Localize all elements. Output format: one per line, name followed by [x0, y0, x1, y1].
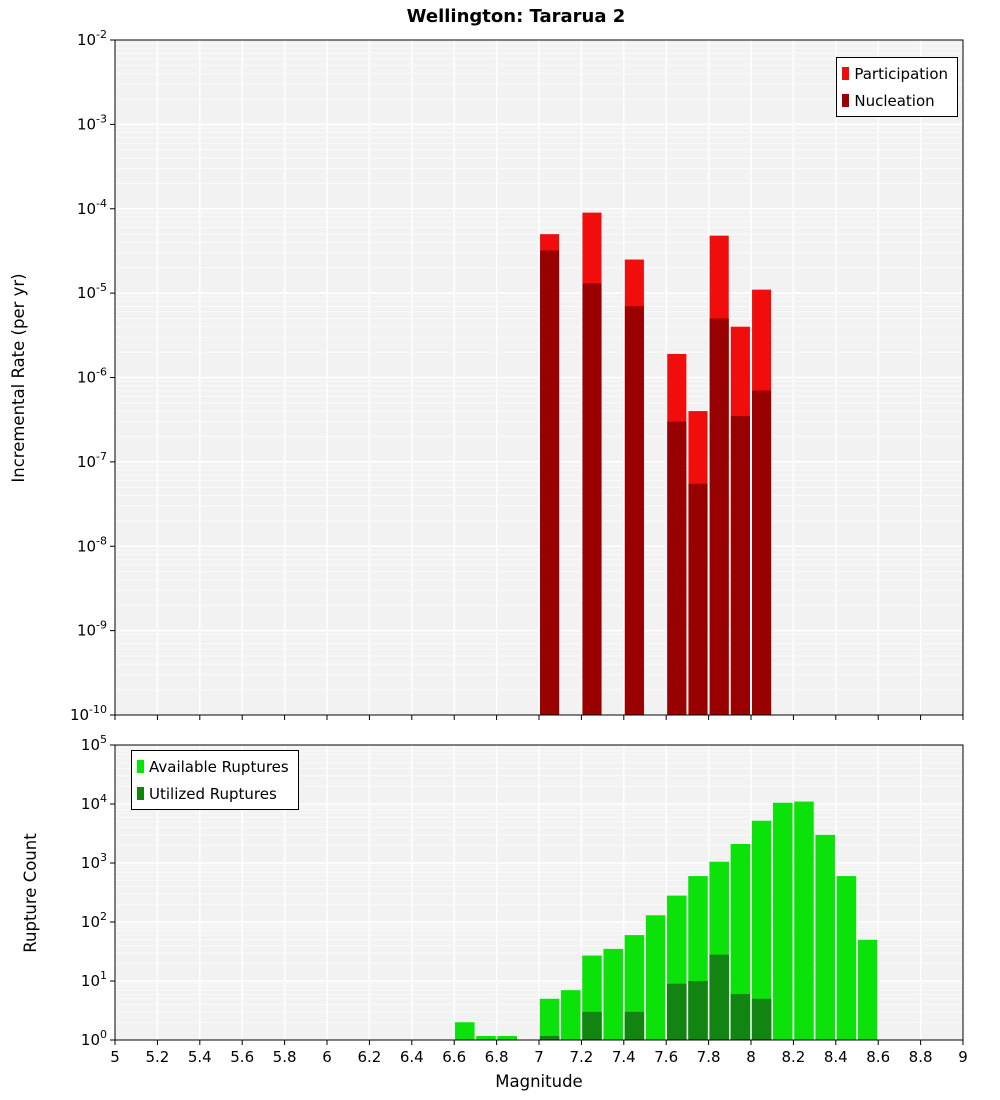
svg-text:102: 102 — [81, 910, 107, 931]
legend-ruptures: Available Ruptures Utilized Ruptures — [131, 750, 299, 810]
legend-label-available: Available Ruptures — [149, 757, 289, 776]
svg-text:10-8: 10-8 — [77, 534, 107, 555]
svg-text:8: 8 — [746, 1048, 756, 1066]
participation-swatch — [842, 67, 850, 80]
svg-text:103: 103 — [81, 851, 107, 872]
svg-text:5.8: 5.8 — [273, 1048, 297, 1066]
nucleation-bars — [540, 250, 772, 715]
legend-entry-nucleation: Nucleation — [842, 87, 948, 114]
legend-label-nucleation: Nucleation — [854, 91, 935, 110]
svg-text:10-2: 10-2 — [77, 28, 107, 49]
svg-text:8.4: 8.4 — [824, 1048, 848, 1066]
legend-rate: Participation Nucleation — [836, 57, 958, 117]
nucleation-swatch — [842, 94, 850, 107]
svg-text:7.8: 7.8 — [697, 1048, 721, 1066]
svg-text:6.2: 6.2 — [357, 1048, 381, 1066]
svg-text:100: 100 — [81, 1028, 107, 1049]
svg-text:6.4: 6.4 — [400, 1048, 424, 1066]
legend-entry-utilized: Utilized Ruptures — [137, 780, 289, 807]
legend-entry-available: Available Ruptures — [137, 753, 289, 780]
svg-text:7.2: 7.2 — [569, 1048, 593, 1066]
svg-text:7.6: 7.6 — [654, 1048, 678, 1066]
svg-text:6.6: 6.6 — [442, 1048, 466, 1066]
svg-text:8.6: 8.6 — [866, 1048, 890, 1066]
svg-text:104: 104 — [81, 792, 107, 813]
svg-text:10-7: 10-7 — [77, 450, 107, 471]
legend-label-utilized: Utilized Ruptures — [149, 784, 277, 803]
utilized-ruptures-bars — [539, 954, 772, 1040]
legend-entry-participation: Participation — [842, 60, 948, 87]
svg-text:6: 6 — [322, 1048, 332, 1066]
svg-text:101: 101 — [81, 969, 107, 990]
svg-text:10-10: 10-10 — [70, 703, 107, 724]
rupture-count-plot: 100 101 102 103 104 105 5 5.2 5.4 5.6 5.8 6 6.2 6.4 6.… — [81, 733, 968, 1066]
legend-label-participation: Participation — [854, 64, 948, 83]
svg-text:8.8: 8.8 — [909, 1048, 933, 1066]
x-axis-label: Magnitude — [495, 1072, 582, 1091]
svg-text:9: 9 — [958, 1048, 968, 1066]
rupture-count-axis-ticks: 100 101 102 103 104 105 5 5.2 5.4 5.6 5.8 6 6.2 6.4 6.… — [81, 733, 968, 1066]
svg-text:5.6: 5.6 — [230, 1048, 254, 1066]
svg-text:7.4: 7.4 — [612, 1048, 636, 1066]
svg-text:8.2: 8.2 — [781, 1048, 805, 1066]
svg-text:5.2: 5.2 — [145, 1048, 169, 1066]
y-axis-label-top: Incremental Rate (per yr) — [9, 273, 28, 482]
svg-text:10-5: 10-5 — [77, 281, 107, 302]
incremental-rate-gridlines — [115, 39, 963, 716]
svg-text:7: 7 — [534, 1048, 544, 1066]
svg-text:5: 5 — [110, 1048, 120, 1066]
incremental-rate-axis-ticks: 10-10 10-9 10-8 10-7 10-6 10-5 10-4 10-3 10-2 — [70, 28, 964, 724]
y-axis-label-bottom: Rupture Count — [21, 833, 40, 953]
incremental-rate-plot: 10-10 10-9 10-8 10-7 10-6 10-5 10-4 10-3 10-2 — [70, 28, 964, 724]
svg-text:5.4: 5.4 — [188, 1048, 212, 1066]
available-ruptures-swatch — [137, 760, 144, 773]
svg-text:10-9: 10-9 — [77, 619, 107, 640]
svg-text:105: 105 — [81, 733, 107, 754]
svg-text:10-6: 10-6 — [77, 366, 107, 387]
svg-text:10-3: 10-3 — [77, 112, 107, 133]
utilized-ruptures-swatch — [137, 787, 144, 800]
svg-text:6.8: 6.8 — [485, 1048, 509, 1066]
svg-text:10-4: 10-4 — [77, 197, 107, 218]
chart-title: Wellington: Tararua 2 — [407, 6, 626, 27]
